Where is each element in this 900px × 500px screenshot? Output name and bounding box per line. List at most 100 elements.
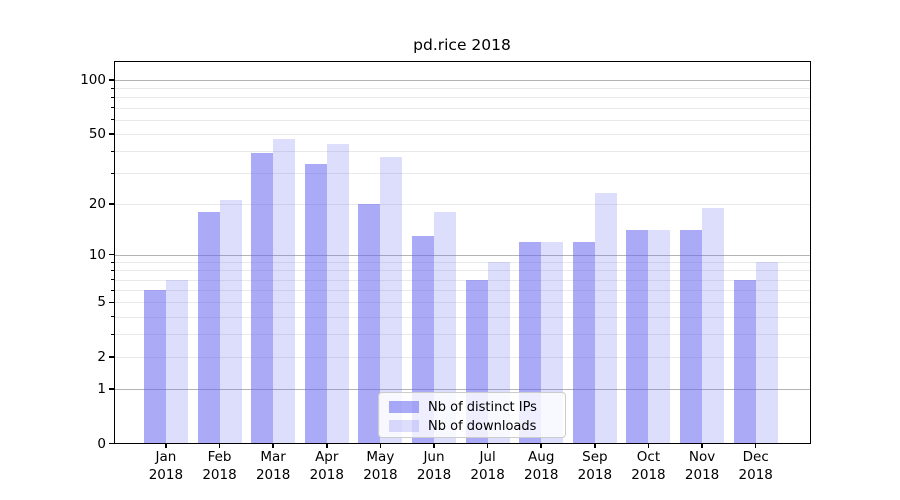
bar-downloads <box>648 230 671 444</box>
y-minor-tick-mark <box>111 119 114 121</box>
minor-gridline <box>113 88 811 90</box>
y-minor-tick-mark <box>111 150 114 152</box>
bar-distinct-ips <box>197 211 220 444</box>
major-gridline <box>113 388 811 390</box>
minor-gridline <box>113 302 811 304</box>
bar-downloads <box>380 157 403 444</box>
x-tick-mark <box>326 443 328 448</box>
x-tick-label: Apr 2018 <box>309 449 344 483</box>
bar-downloads <box>165 279 188 444</box>
y-minor-tick-mark <box>111 356 114 358</box>
major-gridline <box>113 80 811 82</box>
x-tick-mark <box>165 443 167 448</box>
minor-gridline <box>113 356 811 358</box>
x-tick-mark <box>486 443 489 448</box>
x-tick-mark <box>754 443 757 448</box>
x-tick-label: Aug 2018 <box>524 449 559 483</box>
y-minor-tick-mark <box>111 279 114 281</box>
minor-gridline <box>113 133 811 135</box>
y-minor-tick-mark <box>111 301 114 303</box>
minor-gridline <box>113 107 811 109</box>
bar-distinct-ips <box>626 230 649 444</box>
bar-downloads <box>594 193 617 444</box>
minor-gridline <box>113 119 811 121</box>
minor-gridline <box>113 316 811 318</box>
bar-distinct-ips <box>251 153 274 444</box>
x-tick-label: Oct 2018 <box>631 449 666 483</box>
minor-gridline <box>113 334 811 336</box>
bar-distinct-ips <box>680 230 703 444</box>
y-minor-tick-mark <box>111 87 114 89</box>
bar-distinct-ips <box>572 241 595 444</box>
legend-swatch-distinct-ips <box>389 401 419 413</box>
y-minor-tick-mark <box>111 172 114 174</box>
bar-downloads <box>219 200 242 444</box>
y-minor-tick-mark <box>111 333 114 335</box>
legend-item-downloads: Nb of downloads <box>379 417 565 436</box>
legend-label-downloads: Nb of downloads <box>428 418 537 434</box>
minor-gridline <box>113 270 811 272</box>
y-tick-mark <box>109 253 114 256</box>
y-minor-tick-mark <box>111 261 114 263</box>
chart-title: pd.rice 2018 <box>413 36 511 54</box>
bar-distinct-ips <box>143 290 166 444</box>
y-tick-label: 20 <box>88 195 106 212</box>
x-tick-mark <box>701 443 703 448</box>
y-tick-label: 100 <box>80 72 106 89</box>
bar-distinct-ips <box>304 163 327 444</box>
minor-gridline <box>113 279 811 281</box>
minor-gridline <box>113 151 811 153</box>
y-tick-label: 2 <box>97 348 106 365</box>
y-tick-label: 50 <box>88 125 106 142</box>
x-tick-mark <box>540 443 542 448</box>
minor-gridline <box>113 262 811 264</box>
x-tick-mark <box>647 443 650 448</box>
y-tick-label: 0 <box>97 435 106 452</box>
x-tick-label: Sep 2018 <box>577 449 613 483</box>
x-tick-label: Nov 2018 <box>684 449 720 483</box>
x-tick-mark <box>433 443 435 448</box>
legend-label-distinct-ips: Nb of distinct IPs <box>428 399 537 415</box>
legend: Nb of distinct IPs Nb of downloads <box>378 391 566 438</box>
y-minor-tick-mark <box>111 269 114 271</box>
x-tick-mark <box>272 443 274 448</box>
x-tick-label: Mar 2018 <box>255 449 291 483</box>
x-tick-label: Jan 2018 <box>148 449 184 483</box>
y-tick-mark <box>109 79 114 81</box>
major-gridline <box>113 254 811 256</box>
x-tick-mark <box>594 443 596 448</box>
plot-area <box>113 61 811 444</box>
y-tick-mark <box>109 388 114 390</box>
bar-downloads <box>755 262 778 444</box>
x-tick-mark <box>218 443 221 448</box>
y-minor-tick-mark <box>111 203 114 205</box>
y-minor-tick-mark <box>111 133 114 135</box>
bar-downloads <box>702 207 725 444</box>
bar-downloads <box>273 138 296 444</box>
x-tick-label: Jun 2018 <box>416 449 452 483</box>
y-minor-tick-mark <box>111 316 114 318</box>
x-tick-label: Dec 2018 <box>738 449 773 483</box>
bar-downloads <box>326 143 349 444</box>
x-tick-label: Feb 2018 <box>202 449 237 483</box>
y-tick-label: 5 <box>97 294 106 311</box>
y-tick-label: 10 <box>88 246 106 263</box>
minor-gridline <box>113 203 811 205</box>
legend-swatch-downloads <box>389 420 419 432</box>
y-minor-tick-mark <box>111 96 114 98</box>
legend-item-distinct-ips: Nb of distinct IPs <box>379 398 565 417</box>
y-tick-mark <box>109 442 114 445</box>
minor-gridline <box>113 290 811 292</box>
minor-gridline <box>113 173 811 175</box>
minor-gridline <box>113 97 811 99</box>
x-tick-label: Jul 2018 <box>470 449 505 483</box>
bar-distinct-ips <box>358 203 381 444</box>
bar-downloads <box>434 211 456 444</box>
y-minor-tick-mark <box>111 107 114 109</box>
x-tick-label: May 2018 <box>363 449 398 483</box>
x-tick-mark <box>379 443 382 448</box>
bar-distinct-ips <box>733 279 756 444</box>
y-minor-tick-mark <box>111 289 114 291</box>
y-tick-label: 1 <box>97 380 106 397</box>
